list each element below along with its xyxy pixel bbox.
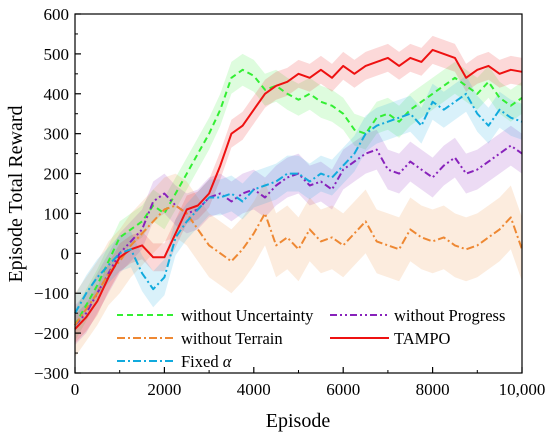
x-tick-label: 4000 [237, 380, 271, 399]
series-line-fixed [74, 92, 523, 314]
series-line-tampo [74, 48, 523, 330]
legend-label-without-uncertainty: without Uncertainty [181, 306, 314, 325]
band-tampo [75, 35, 522, 344]
x-tick-label: 0 [71, 380, 80, 399]
y-tick-label: −200 [34, 324, 69, 343]
y-tick-label: −100 [34, 284, 69, 303]
band-without-uncertainty [75, 53, 522, 342]
y-axis-title: Episode Total Reward [5, 105, 27, 282]
y-tick-label: 200 [44, 165, 70, 184]
y-tick-label: −300 [34, 364, 69, 383]
legend-label-fixed-prefix: Fixed [181, 352, 223, 371]
y-tick-label: 0 [61, 244, 70, 263]
y-tick-label: 600 [44, 5, 70, 24]
band-without-terrain [75, 173, 522, 357]
legend-label-fixed-alpha: Fixed α [181, 352, 232, 371]
y-tick-label: 400 [44, 85, 70, 104]
y-axis: −300 −200 −100 0 100 200 300 400 500 600 [34, 5, 81, 383]
y-tick-label: 100 [44, 204, 70, 223]
legend-label-without-progress: without Progress [394, 306, 505, 325]
band-fixed [75, 75, 522, 332]
x-tick-label: 8000 [416, 380, 450, 399]
series-line-without-progress [74, 144, 523, 326]
x-tick-label: 2000 [147, 380, 181, 399]
x-tick-label: 6000 [326, 380, 360, 399]
x-axis-title: Episode [266, 410, 331, 432]
confidence-bands [75, 35, 522, 357]
x-axis: 0 2000 4000 6000 8000 10,000 [71, 367, 546, 399]
y-tick-label: 300 [44, 125, 70, 144]
band-without-progress [75, 125, 522, 346]
legend-label-without-terrain: without Terrain [181, 329, 283, 348]
x-tick-label: 10,000 [499, 380, 546, 399]
legend: without Uncertainty without Progress wit… [117, 306, 505, 371]
series-line-without-uncertainty [74, 68, 523, 326]
y-tick-label: 500 [44, 45, 70, 64]
series-line-without-terrain [74, 204, 523, 326]
series-lines [74, 48, 523, 330]
legend-label-tampo: TAMPO [394, 329, 451, 348]
legend-label-fixed-symbol: α [223, 352, 232, 371]
